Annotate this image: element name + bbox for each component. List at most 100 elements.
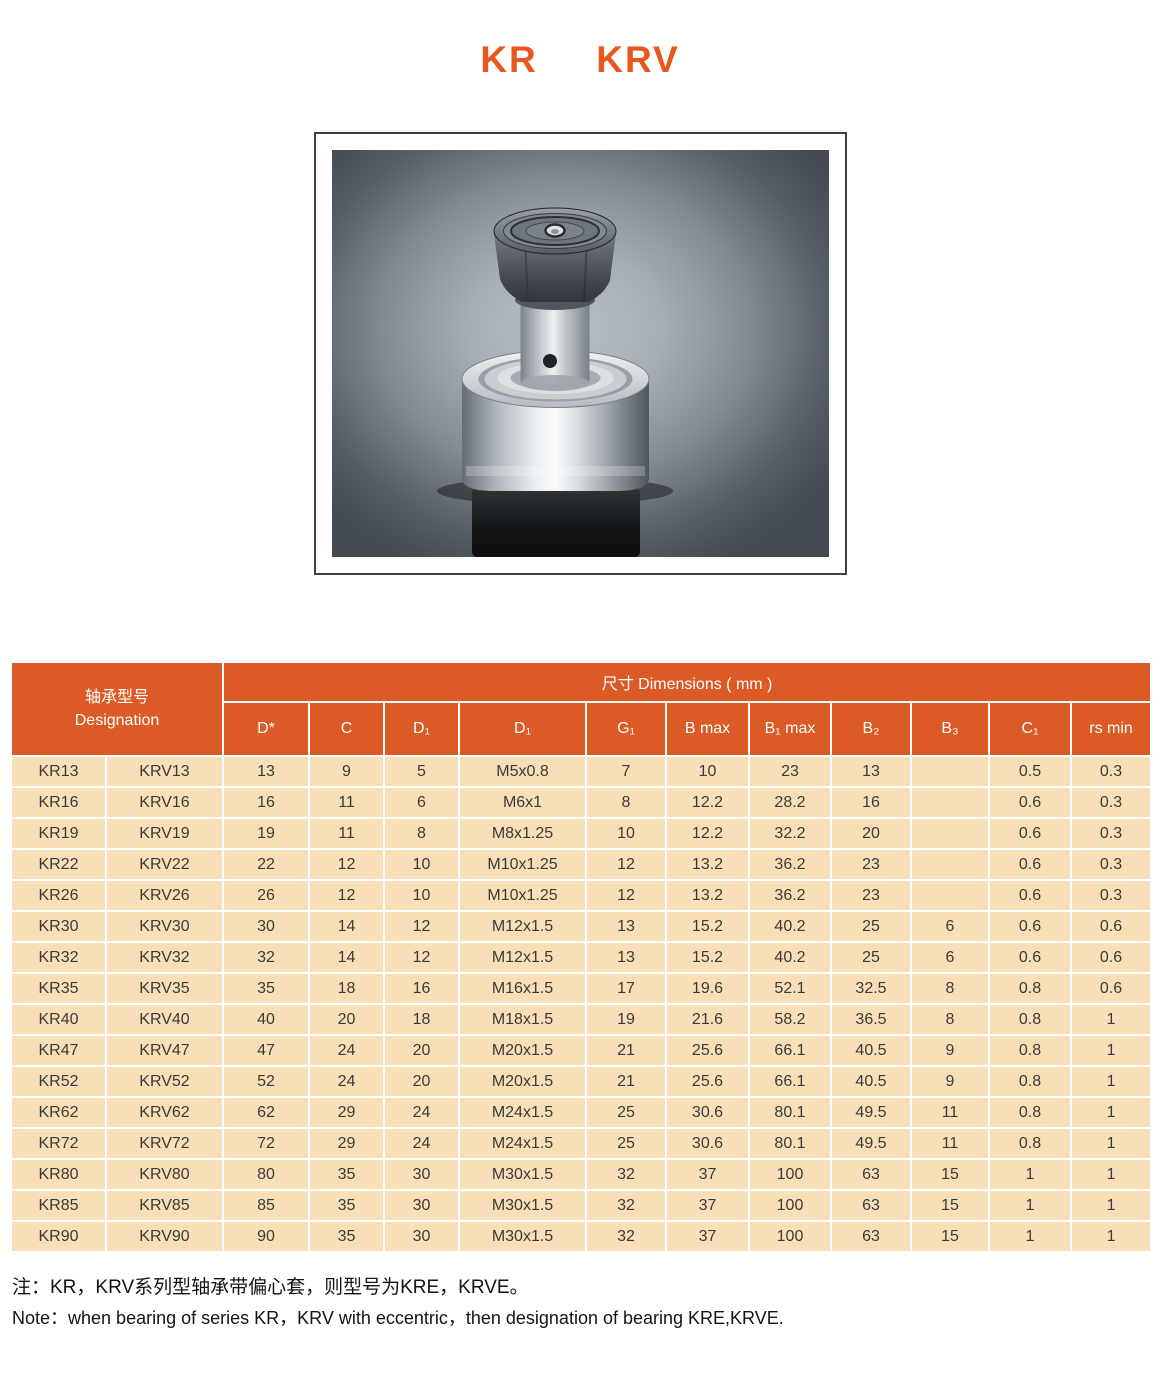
model-krv: KRV32 <box>105 941 224 974</box>
dim-value: 10 <box>383 879 460 912</box>
dim-value: 25 <box>585 1127 667 1160</box>
model-kr: KR32 <box>10 941 107 974</box>
designation-header: 轴承型号 Designation <box>10 661 224 757</box>
model-kr: KR62 <box>10 1096 107 1129</box>
dim-value: 12.2 <box>665 786 750 819</box>
dim-value: 6 <box>910 941 990 974</box>
dim-value: 32 <box>585 1220 667 1253</box>
dim-value: 100 <box>748 1189 832 1222</box>
dim-value: 12.2 <box>665 817 750 850</box>
dim-value: 30.6 <box>665 1127 750 1160</box>
dim-value: 15.2 <box>665 910 750 943</box>
dim-value: 72 <box>222 1127 310 1160</box>
dim-value: 66.1 <box>748 1034 832 1067</box>
designation-zh: 轴承型号 <box>84 689 149 706</box>
table-row: KR16 KRV16 16 11 6 M6x1 8 12.2 28.2 16 0.6 0.3 <box>10 786 1153 819</box>
dim-value: 47 <box>222 1034 310 1067</box>
dim-value <box>910 848 990 881</box>
photo-frame <box>313 132 847 575</box>
dim-value: 0.3 <box>1069 817 1153 850</box>
dim-value: M20x1.5 <box>458 1034 587 1067</box>
col-header: B₂ <box>830 701 912 757</box>
table-row: KR22 KRV22 22 12 10 M10x1.25 12 13.2 36.2 23 0.6 0.… <box>10 848 1153 881</box>
dim-value: 0.8 <box>988 1096 1072 1129</box>
col-header: D₁ <box>383 701 460 757</box>
dim-value: 37 <box>665 1189 750 1222</box>
dim-value: 0.6 <box>988 941 1072 974</box>
dim-value: 10 <box>585 817 667 850</box>
model-kr: KR52 <box>10 1065 107 1098</box>
dim-value: 32 <box>222 941 310 974</box>
dim-value: 9 <box>308 755 385 788</box>
dim-value: 13 <box>585 910 667 943</box>
dim-value: 1 <box>1069 1096 1153 1129</box>
dim-value: 30 <box>222 910 310 943</box>
dim-value: 0.6 <box>988 817 1072 850</box>
dim-value: 25 <box>830 941 912 974</box>
dim-value: 19 <box>585 1003 667 1036</box>
dim-value: 80 <box>222 1158 310 1191</box>
dim-value: 62 <box>222 1096 310 1129</box>
dim-value: 25.6 <box>665 1034 750 1067</box>
dim-value: 15 <box>910 1220 990 1253</box>
dim-value: 0.8 <box>988 1003 1072 1036</box>
dim-value: 8 <box>585 786 667 819</box>
dim-value: 14 <box>308 941 385 974</box>
note-zh: 注：KR，KRV系列型轴承带偏心套，则型号为KRE，KRVE。 <box>12 1277 529 1298</box>
model-kr: KR47 <box>10 1034 107 1067</box>
dim-value: 40.2 <box>748 910 832 943</box>
dim-value: 5 <box>383 755 460 788</box>
dim-value: 11 <box>910 1096 990 1129</box>
dim-value: 30 <box>383 1158 460 1191</box>
dim-value: M8x1.25 <box>458 817 587 850</box>
dim-value: 20 <box>830 817 912 850</box>
dim-value: 14 <box>308 910 385 943</box>
dim-value: 21.6 <box>665 1003 750 1036</box>
model-krv: KRV72 <box>105 1127 224 1160</box>
table-row: KR47 KRV47 47 24 20 M20x1.5 21 25.6 66.1 40.5 9 0.8… <box>10 1034 1153 1067</box>
dim-value: 23 <box>830 848 912 881</box>
grease-hole <box>542 354 557 368</box>
model-kr: KR72 <box>10 1127 107 1160</box>
dim-value: 0.6 <box>988 910 1072 943</box>
dim-value: 24 <box>383 1127 460 1160</box>
dim-value: 0.6 <box>1069 910 1153 943</box>
col-header: C <box>308 701 385 757</box>
dim-value: 40.5 <box>830 1065 912 1098</box>
notes: 注：KR，KRV系列型轴承带偏心套，则型号为KRE，KRVE。 Note：whe… <box>12 1273 1160 1333</box>
cam-follower-bearing-photo <box>331 150 829 557</box>
dim-value: M24x1.5 <box>458 1096 587 1129</box>
hex-nut <box>493 207 616 303</box>
dim-value: 0.3 <box>1069 879 1153 912</box>
dim-value: 63 <box>830 1158 912 1191</box>
dim-value: 32 <box>585 1158 667 1191</box>
dim-value: 25 <box>830 910 912 943</box>
dim-value: 18 <box>383 1003 460 1036</box>
col-header: G₁ <box>585 701 667 757</box>
dim-value: 58.2 <box>748 1003 832 1036</box>
dim-value: 36.5 <box>830 1003 912 1036</box>
dim-value: 12 <box>585 879 667 912</box>
title-kr: KR <box>480 39 538 80</box>
dim-value: 12 <box>308 848 385 881</box>
table-row: KR62 KRV62 62 29 24 M24x1.5 25 30.6 80.1 49.5 11 0.… <box>10 1096 1153 1129</box>
model-krv: KRV16 <box>105 786 224 819</box>
model-kr: KR26 <box>10 879 107 912</box>
dim-value: 6 <box>910 910 990 943</box>
model-krv: KRV13 <box>105 755 224 788</box>
dim-value: 32 <box>585 1189 667 1222</box>
dim-value: 10 <box>383 848 460 881</box>
model-kr: KR90 <box>10 1220 107 1253</box>
dim-value: 21 <box>585 1065 667 1098</box>
model-kr: KR80 <box>10 1158 107 1191</box>
dim-value: 35 <box>308 1189 385 1222</box>
dim-value: 9 <box>910 1065 990 1098</box>
designation-en: Designation <box>74 712 160 729</box>
dim-value: 1 <box>1069 1189 1153 1222</box>
model-kr: KR19 <box>10 817 107 850</box>
dim-value: 10 <box>665 755 750 788</box>
dim-value: 18 <box>308 972 385 1005</box>
col-header: rs min <box>1069 701 1153 757</box>
col-header: B max <box>665 701 750 757</box>
dim-value: 28.2 <box>748 786 832 819</box>
